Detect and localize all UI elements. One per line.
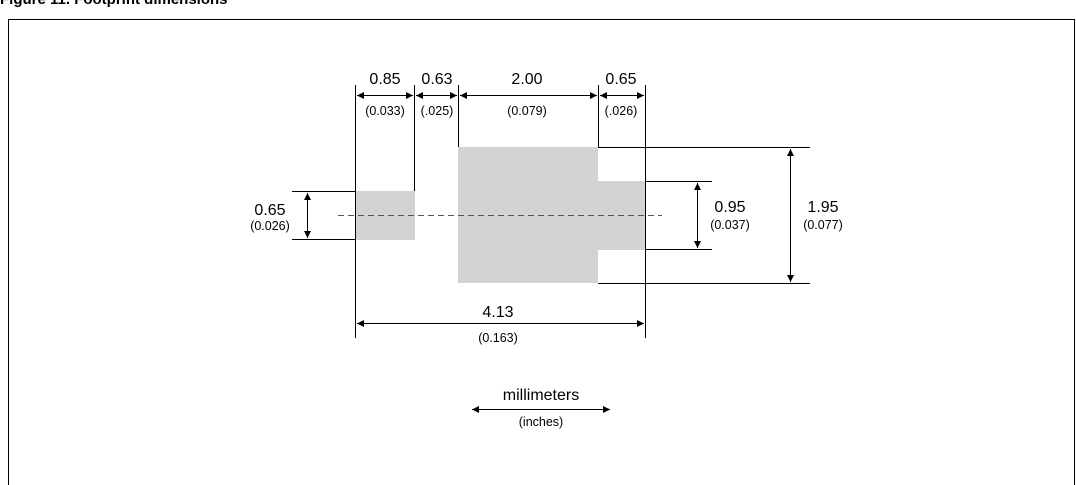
dim-body-width-in: (0.079) <box>507 104 547 118</box>
extension-lines <box>292 85 810 338</box>
dim-narrow-height-in: (0.037) <box>710 218 750 232</box>
dim-step-width-in: (.026) <box>605 104 638 118</box>
dim-gap-mm: 0.63 <box>421 71 452 88</box>
figure-heading-strip: Figure 11. Footprint dimensions <box>0 0 1076 20</box>
dim-gap-in: (.025) <box>421 104 454 118</box>
figure-frame <box>8 19 1075 485</box>
left-pad <box>355 191 415 240</box>
legend-primary-unit: millimeters <box>503 387 579 404</box>
dim-narrow-height-mm: 0.95 <box>714 199 745 216</box>
dim-overall-length-in: (0.163) <box>478 331 518 345</box>
dim-pad1-height-mm: 0.65 <box>254 202 285 219</box>
dim-step-width-mm: 0.65 <box>605 71 636 88</box>
dim-overall-length-mm: 4.13 <box>482 304 513 321</box>
dim-body-width-mm: 2.00 <box>511 71 542 88</box>
dim-full-height-mm: 1.95 <box>807 199 838 216</box>
dim-pad1-height-in: (0.026) <box>250 219 290 233</box>
dim-pad1-width-in: (0.033) <box>365 104 405 118</box>
dim-pad1-width-mm: 0.85 <box>369 71 400 88</box>
dim-full-height-in: (0.077) <box>803 218 843 232</box>
legend-secondary-unit: (inches) <box>519 415 563 429</box>
figure-heading: Figure 11. Footprint dimensions <box>0 0 228 8</box>
